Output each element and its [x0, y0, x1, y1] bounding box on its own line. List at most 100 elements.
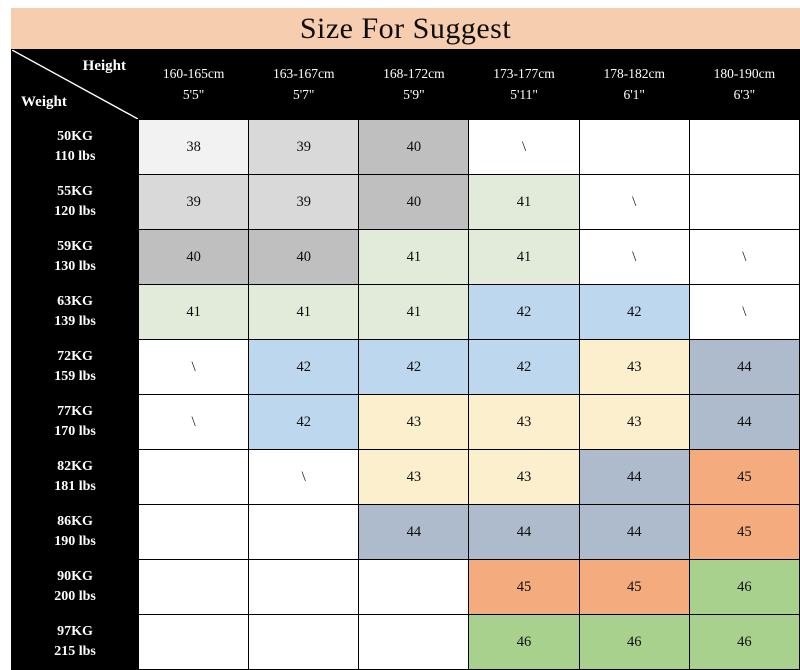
size-cell: \	[578, 174, 690, 230]
corner-height-label: Height	[82, 58, 126, 74]
size-cell: \	[137, 394, 250, 450]
weight-row-header: 63KG 139 lbs	[11, 284, 139, 340]
weight-lbs-label: 120 lbs	[54, 204, 96, 219]
weight-lbs-label: 139 lbs	[54, 314, 96, 329]
table-body: 50KG 110 lbs 38 39 40 \ 55KG 120 lbs 39 39 40 41 \ 59…	[11, 119, 800, 670]
size-cell: 43	[468, 449, 580, 505]
size-value: 43	[406, 468, 422, 485]
weight-lbs-label: 181 lbs	[54, 479, 96, 494]
size-value: 43	[516, 413, 532, 430]
size-cell: 39	[248, 174, 360, 230]
height-column-header: 173-177cm 5'11"	[468, 49, 580, 120]
size-value: 39	[296, 193, 311, 210]
not-available-mark: \	[742, 303, 747, 320]
size-cell: 43	[358, 394, 470, 450]
size-value: 41	[186, 303, 201, 320]
size-cell	[248, 559, 360, 615]
height-ft-label: 5'5"	[182, 86, 205, 102]
table-row: 59KG 130 lbs 40 40 41 41 \ \	[11, 229, 800, 285]
size-cell: 43	[468, 394, 580, 450]
table-row: 82KG 181 lbs \ 43 43 44 45	[11, 449, 800, 505]
weight-kg-label: 86KG	[57, 513, 93, 529]
size-cell	[578, 119, 690, 175]
size-value: 44	[737, 358, 752, 375]
height-column-header: 160-165cm 5'5"	[137, 49, 250, 120]
weight-row-header: 82KG 181 lbs	[11, 449, 139, 505]
size-cell: 41	[358, 284, 470, 340]
size-cell: 44	[578, 449, 690, 505]
size-value: 44	[406, 523, 422, 540]
size-value: 44	[737, 413, 752, 430]
not-available-mark: \	[521, 138, 527, 155]
size-value: 40	[186, 248, 201, 265]
size-cell: 42	[578, 284, 690, 340]
size-cell: 40	[358, 119, 470, 175]
weight-lbs-label: 159 lbs	[54, 369, 96, 384]
size-cell: 43	[578, 394, 690, 450]
not-available-mark: \	[301, 468, 306, 485]
size-cell: \	[137, 339, 250, 395]
weight-kg-label: 97KG	[57, 623, 93, 639]
corner-header-cell: Height Weight	[11, 49, 139, 120]
height-column-header: 180-190cm 6'3"	[688, 49, 800, 120]
size-cell: 43	[358, 449, 470, 505]
size-cell: 46	[688, 614, 800, 670]
weight-lbs-label: 200 lbs	[54, 589, 96, 604]
size-value: 44	[626, 468, 642, 485]
size-value: 40	[406, 193, 422, 210]
size-cell: 46	[468, 614, 580, 670]
weight-kg-label: 55KG	[57, 183, 93, 199]
size-value: 41	[406, 248, 422, 265]
height-ft-label: 6'1"	[623, 86, 645, 102]
size-cell: 41	[468, 174, 580, 230]
size-value: 40	[406, 138, 422, 155]
table-row: 77KG 170 lbs \ 42 43 43 43 44	[11, 394, 800, 450]
size-cell: 44	[578, 504, 690, 560]
size-cell	[358, 559, 470, 615]
size-cell: 40	[137, 229, 250, 285]
size-value: 42	[406, 358, 422, 375]
title-banner: Size For Suggest	[11, 8, 800, 49]
not-available-mark: \	[191, 413, 196, 430]
size-value: 46	[626, 633, 642, 650]
size-cell	[137, 449, 250, 505]
size-cell: 40	[248, 229, 360, 285]
size-cell: 41	[468, 229, 580, 285]
weight-kg-label: 77KG	[57, 403, 93, 419]
not-available-mark: \	[632, 248, 637, 265]
height-cm-label: 160-165cm	[162, 65, 225, 81]
size-value: 44	[516, 523, 532, 540]
height-cm-label: 173-177cm	[493, 65, 555, 81]
size-cell: \	[468, 119, 580, 175]
size-cell: 41	[358, 229, 470, 285]
size-cell: 45	[688, 449, 800, 505]
size-value: 42	[296, 413, 311, 430]
size-value: 44	[626, 523, 642, 540]
size-value: 38	[186, 138, 201, 155]
size-cell: 45	[688, 504, 800, 560]
table-row: 97KG 215 lbs 46 46 46	[11, 614, 800, 670]
height-column-header: 163-167cm 5'7"	[248, 49, 360, 120]
weight-lbs-label: 215 lbs	[54, 644, 96, 659]
size-cell: 44	[688, 339, 800, 395]
size-cell: 38	[137, 119, 250, 175]
size-cell: 42	[248, 394, 360, 450]
size-value: 45	[737, 523, 752, 540]
size-value: 39	[296, 138, 311, 155]
size-cell	[248, 614, 360, 670]
table-row: 90KG 200 lbs 45 45 46	[11, 559, 800, 615]
weight-kg-label: 90KG	[57, 568, 93, 584]
height-column-header: 178-182cm 6'1"	[578, 49, 690, 120]
diagonal-divider-icon	[12, 50, 138, 119]
size-value: 45	[737, 468, 752, 485]
weight-row-header: 77KG 170 lbs	[11, 394, 139, 450]
weight-lbs-label: 170 lbs	[54, 424, 96, 439]
weight-row-header: 90KG 200 lbs	[11, 559, 139, 615]
size-cell	[137, 504, 250, 560]
size-value: 42	[516, 358, 532, 375]
size-cell: 46	[578, 614, 690, 670]
size-cell: 40	[358, 174, 470, 230]
weight-row-header: 55KG 120 lbs	[11, 174, 139, 230]
size-cell: 42	[248, 339, 360, 395]
weight-lbs-label: 130 lbs	[54, 259, 96, 274]
